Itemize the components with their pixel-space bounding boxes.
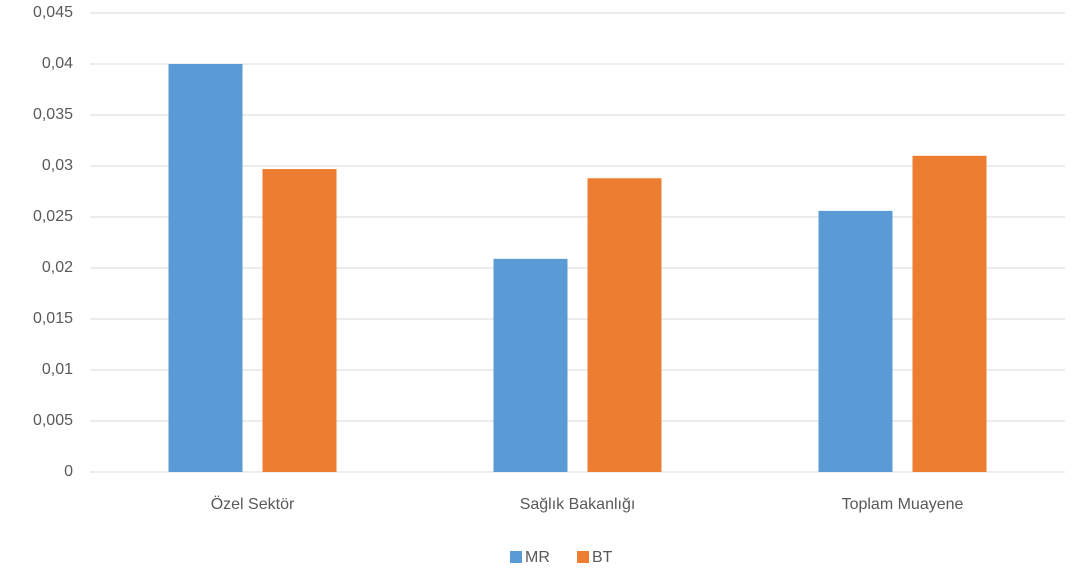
x-tick-label: Sağlık Bakanlığı [520,496,636,513]
bar [818,210,893,472]
y-tick-label: 0,01 [42,361,73,378]
bar [493,258,568,472]
y-tick-label: 0,045 [33,4,73,21]
legend-label: BT [592,549,613,566]
x-tick-label: Toplam Muayene [842,496,964,513]
y-tick-label: 0,02 [42,259,73,276]
bar [587,178,662,473]
legend-label: MR [525,549,550,566]
bar [912,155,987,473]
y-tick-label: 0,005 [33,412,73,429]
y-tick-label: 0,015 [33,310,73,327]
y-tick-label: 0,03 [42,157,73,174]
legend-swatch [510,551,522,563]
legend-swatch [577,551,589,563]
bar [168,64,243,472]
y-tick-label: 0 [64,463,73,480]
bar [262,169,337,472]
y-tick-label: 0,035 [33,106,73,123]
y-tick-label: 0,025 [33,208,73,225]
y-tick-label: 0,04 [42,55,73,72]
x-tick-label: Özel Sektör [211,495,295,513]
